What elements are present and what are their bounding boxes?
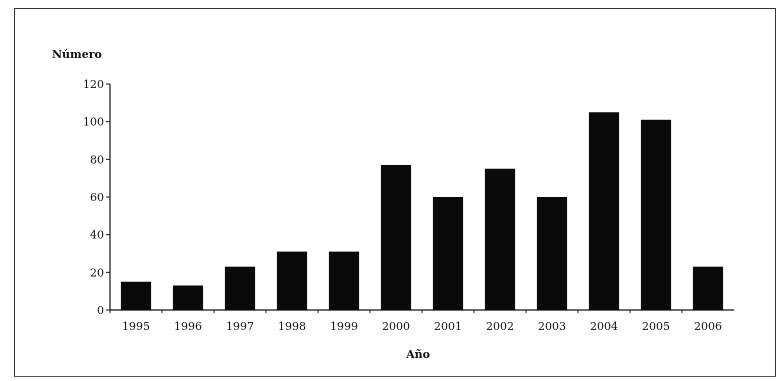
bar-2006 bbox=[692, 266, 724, 310]
x-axis-title: Año bbox=[405, 348, 430, 361]
bar-1998 bbox=[276, 251, 308, 310]
x-tick-label: 1999 bbox=[330, 320, 358, 333]
x-axis-ticks: 1995 1996 1997 1998 1999 2000 2001 2002 2003 2004… bbox=[109, 310, 722, 333]
bar-2002 bbox=[484, 168, 516, 310]
bar-2005 bbox=[640, 119, 672, 311]
y-tick-label: 60 bbox=[90, 191, 104, 204]
x-tick-label: 2000 bbox=[382, 320, 410, 333]
x-tick-label: 1998 bbox=[278, 320, 306, 333]
bar-2000 bbox=[380, 164, 412, 310]
bars-group bbox=[120, 112, 724, 311]
x-tick-label: 1996 bbox=[174, 320, 202, 333]
bar-1996 bbox=[172, 285, 204, 310]
x-tick-label: 2003 bbox=[538, 320, 566, 333]
chart-frame bbox=[14, 8, 776, 377]
x-tick-label: 2001 bbox=[434, 320, 462, 333]
y-tick-label: 100 bbox=[83, 116, 104, 129]
bar-1995 bbox=[120, 281, 152, 310]
bar-1997 bbox=[224, 266, 256, 310]
bar-2003 bbox=[536, 197, 568, 310]
y-tick-label: 120 bbox=[83, 78, 104, 91]
y-axis-title: Número bbox=[52, 48, 102, 61]
y-tick-label: 80 bbox=[90, 153, 104, 166]
y-tick-label: 20 bbox=[90, 266, 104, 279]
bar-1999 bbox=[328, 251, 360, 310]
y-tick-label: 40 bbox=[90, 229, 104, 242]
y-axis-ticks: 0 20 40 60 80 100 120 bbox=[83, 78, 110, 317]
x-tick-label: 2006 bbox=[694, 320, 722, 333]
bar-2001 bbox=[432, 197, 464, 310]
x-tick-label: 2004 bbox=[590, 320, 618, 333]
x-tick-label: 2005 bbox=[642, 320, 670, 333]
x-tick-label: 1995 bbox=[122, 320, 150, 333]
y-tick-label: 0 bbox=[97, 304, 104, 317]
x-tick-label: 2002 bbox=[486, 320, 514, 333]
x-tick-label: 1997 bbox=[226, 320, 254, 333]
bar-2004 bbox=[588, 112, 620, 310]
